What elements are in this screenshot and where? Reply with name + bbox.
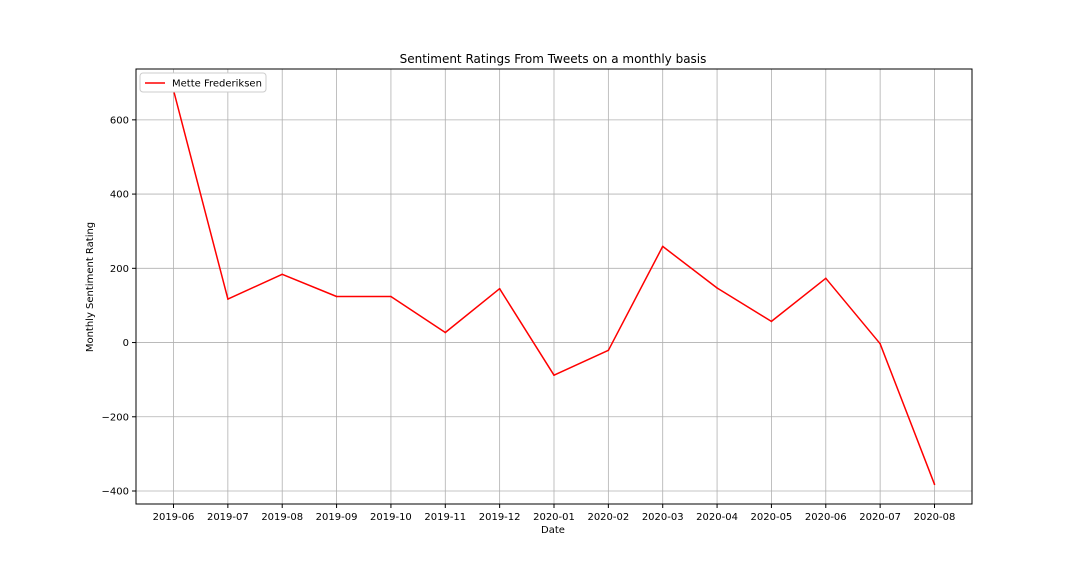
chart-title: Sentiment Ratings From Tweets on a month… — [400, 52, 707, 66]
data-point — [661, 245, 664, 248]
x-axis: 2019-06 2019-07 2019-08 2019-09 2019-10 2019-… — [153, 504, 956, 523]
x-tick-label: 2020-02 — [587, 512, 629, 523]
x-tick-label: 2020-03 — [642, 512, 684, 523]
y-tick-label: 600 — [110, 115, 129, 126]
legend-label: Mette Frederiksen — [172, 79, 262, 90]
legend-box — [139, 72, 267, 93]
x-tick-label: 2020-08 — [914, 512, 956, 523]
y-tick-label: 0 — [123, 338, 129, 349]
y-tick-label: 400 — [110, 190, 129, 201]
y-tick-label: −200 — [102, 412, 129, 423]
data-point — [444, 331, 447, 334]
x-tick-label: 2020-01 — [533, 512, 575, 523]
data-point — [770, 320, 773, 323]
x-tick-label: 2019-12 — [479, 512, 521, 523]
x-tick-label: 2019-11 — [424, 512, 466, 523]
y-tick-label: −400 — [102, 487, 129, 498]
data-point — [716, 287, 718, 289]
grid — [136, 69, 972, 504]
data-point — [390, 295, 392, 298]
y-tick-label: 200 — [110, 264, 129, 275]
x-tick-label: 2020-04 — [696, 512, 738, 523]
data-point — [824, 277, 827, 280]
data-point — [553, 374, 555, 377]
data-point — [933, 483, 936, 486]
data-point — [227, 298, 229, 300]
data-point — [281, 273, 284, 276]
x-tick-label: 2019-08 — [261, 512, 303, 523]
y-axis-label: Monthly Sentiment Rating — [85, 222, 96, 352]
x-tick-label: 2020-05 — [751, 512, 793, 523]
x-axis-label: Date — [541, 525, 565, 536]
data-point — [607, 349, 610, 352]
series-layer — [172, 89, 936, 486]
x-tick-label: 2019-09 — [316, 512, 358, 523]
x-tick-label: 2019-10 — [370, 512, 412, 523]
x-tick-label: 2020-06 — [805, 512, 847, 523]
x-tick-label: 2020-07 — [859, 512, 901, 523]
y-axis: −400 −200 0 200 400 600 — [102, 115, 136, 498]
x-tick-label: 2019-06 — [153, 512, 195, 523]
x-tick-label: 2019-07 — [207, 512, 249, 523]
legend: Mette Frederiksen — [139, 72, 267, 93]
data-point — [335, 295, 338, 298]
data-point — [879, 342, 881, 345]
data-point — [498, 287, 501, 290]
